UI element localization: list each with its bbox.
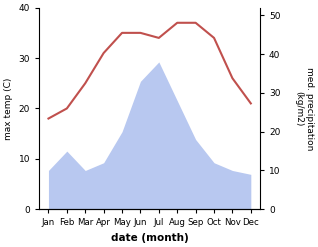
X-axis label: date (month): date (month) bbox=[111, 233, 189, 243]
Y-axis label: med. precipitation
(kg/m2): med. precipitation (kg/m2) bbox=[294, 67, 314, 150]
Y-axis label: max temp (C): max temp (C) bbox=[4, 77, 13, 140]
